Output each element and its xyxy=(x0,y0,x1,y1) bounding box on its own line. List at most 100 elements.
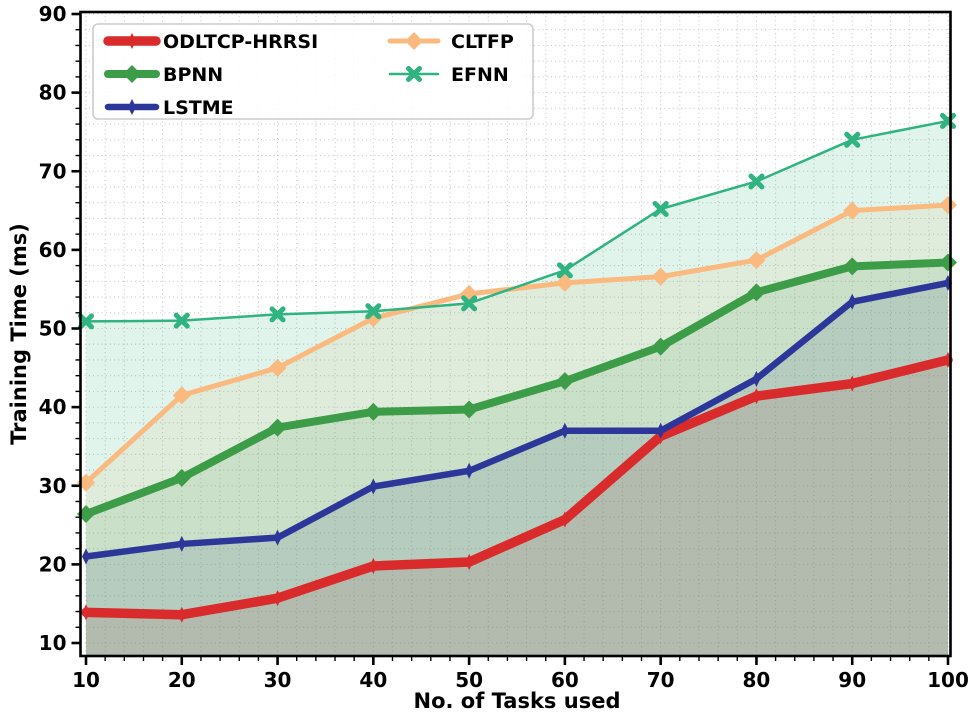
legend-item-efnn: EFNN xyxy=(388,64,509,86)
marker-thin-diamond-lstme xyxy=(177,535,186,552)
y-tick-label-80: 80 xyxy=(39,81,67,105)
marker-thin-diamond-lstme xyxy=(848,293,857,310)
marker-diamond-cltfp xyxy=(843,201,862,220)
area-fill-bpnn xyxy=(86,262,948,656)
marker-thin-diamond-odltcp-hrrsi xyxy=(177,606,186,623)
legend-item-bpnn: BPNN xyxy=(104,64,223,86)
x-tick-label-60: 60 xyxy=(551,668,579,692)
marker-x-efnn xyxy=(844,131,861,148)
legend-item-lstme: LSTME xyxy=(104,97,234,119)
marker-x-stroke xyxy=(461,295,478,312)
marker-diamond-bpnn xyxy=(123,65,141,83)
marker-thin-diamond-lstme xyxy=(656,422,665,439)
marker-thin-diamond-odltcp-hrrsi xyxy=(273,590,282,607)
marker-x-efnn xyxy=(652,200,669,217)
y-tick-label-10: 10 xyxy=(39,631,67,655)
y-tick-label-50: 50 xyxy=(39,317,67,341)
marker-thin-diamond-odltcp-hrrsi xyxy=(82,604,90,621)
marker-thin-diamond-odltcp-hrrsi xyxy=(752,388,761,405)
series-bpnn xyxy=(77,253,957,524)
x-tick-label-50: 50 xyxy=(455,668,483,692)
series-layer xyxy=(77,112,957,623)
marker-x-efnn xyxy=(78,313,94,330)
legend-label-lstme: LSTME xyxy=(163,97,234,119)
marker-x-stroke xyxy=(269,306,286,323)
marker-x-efnn xyxy=(365,303,382,320)
marker-diamond-bpnn xyxy=(364,402,383,421)
legend-box xyxy=(92,23,534,120)
marker-diamond-bpnn xyxy=(268,418,287,437)
legend-label-efnn: EFNN xyxy=(451,64,509,86)
y-tick-label-30: 30 xyxy=(39,474,67,498)
legend-label-bpnn: BPNN xyxy=(163,64,223,86)
y-tick-label-20: 20 xyxy=(39,552,67,576)
marker-x-efnn xyxy=(556,262,573,279)
y-tick-label-70: 70 xyxy=(39,159,67,183)
marker-x-efnn xyxy=(406,66,422,82)
x-tick-label-10: 10 xyxy=(72,668,100,692)
series-line-odltcp-hrrsi xyxy=(81,355,953,620)
x-tick-label-40: 40 xyxy=(359,668,387,692)
marker-thin-diamond-odltcp-hrrsi xyxy=(128,33,136,49)
x-tick-label-70: 70 xyxy=(647,668,675,692)
area-fill-lstme xyxy=(86,282,948,656)
legend-item-cltfp: CLTFP xyxy=(387,31,514,53)
y-tick-label-60: 60 xyxy=(39,238,67,262)
x-tick-label-90: 90 xyxy=(838,668,866,692)
x-tick-label-20: 20 xyxy=(168,668,196,692)
marker-thin-diamond-lstme xyxy=(465,462,474,479)
marker-x-stroke xyxy=(748,173,765,190)
series-line-efnn xyxy=(84,119,950,323)
marker-thin-diamond-odltcp-hrrsi xyxy=(848,375,857,392)
marker-x-efnn xyxy=(748,173,765,190)
marker-thin-diamond-lstme xyxy=(82,548,90,565)
marker-x-stroke xyxy=(173,312,190,329)
marker-x-stroke xyxy=(652,200,669,217)
marker-x-efnn xyxy=(173,312,190,329)
marker-thin-diamond-odltcp-hrrsi xyxy=(560,511,569,528)
x-axis-label: No. of Tasks used xyxy=(414,689,621,713)
marker-diamond-bpnn xyxy=(843,257,862,276)
marker-x-stroke xyxy=(406,66,422,82)
marker-diamond-bpnn xyxy=(555,372,574,391)
plot-border xyxy=(79,10,952,658)
marker-thin-diamond-lstme xyxy=(273,529,282,546)
marker-x-stroke xyxy=(556,262,573,279)
marker-thin-diamond-lstme xyxy=(369,478,378,495)
legend-label-odltcp-hrrsi: ODLTCP-HRRSI xyxy=(163,31,318,53)
series-line-cltfp xyxy=(83,202,951,486)
marker-diamond-cltfp xyxy=(405,32,423,50)
x-tick-label-30: 30 xyxy=(264,668,292,692)
marker-diamond-cltfp xyxy=(939,196,957,215)
marker-diamond-bpnn xyxy=(939,253,957,272)
marker-diamond-bpnn xyxy=(651,337,670,356)
series-efnn xyxy=(78,112,956,330)
marker-thin-diamond-odltcp-hrrsi xyxy=(465,554,474,571)
marker-thin-diamond-lstme xyxy=(752,370,761,387)
marker-x-efnn xyxy=(461,295,478,312)
legend-label-cltfp: CLTFP xyxy=(451,31,514,53)
marker-thin-diamond-lstme xyxy=(128,99,136,115)
marker-x-stroke xyxy=(78,313,94,330)
y-tick-label-90: 90 xyxy=(39,2,67,26)
marker-diamond-cltfp xyxy=(172,386,191,405)
marker-thin-diamond-odltcp-hrrsi xyxy=(369,557,378,574)
marker-diamond-bpnn xyxy=(747,283,766,302)
marker-diamond-cltfp xyxy=(555,273,574,292)
marker-thin-diamond-lstme xyxy=(560,422,569,439)
marker-diamond-cltfp xyxy=(268,358,287,377)
series-line-lstme xyxy=(82,279,952,560)
legend-item-odltcp-hrrsi: ODLTCP-HRRSI xyxy=(103,31,318,53)
marker-diamond-cltfp xyxy=(747,251,766,270)
axis-layer: 10 20 30 40 50 60 70 80 90 100 10 20 30 40 50 60 70 80 90 xyxy=(39,2,969,692)
legend: ODLTCP-HRRSI BPNN LSTME CLTFP EFNN xyxy=(92,23,534,120)
y-tick-label-40: 40 xyxy=(39,395,67,419)
area-fill-cltfp xyxy=(86,205,948,656)
area-fill-odltcp-hrrsi xyxy=(86,359,948,656)
marker-diamond-cltfp xyxy=(651,267,670,286)
x-tick-label-80: 80 xyxy=(743,668,771,692)
y-axis-label: Training Time (ms) xyxy=(7,223,31,445)
series-line-bpnn xyxy=(82,258,952,519)
